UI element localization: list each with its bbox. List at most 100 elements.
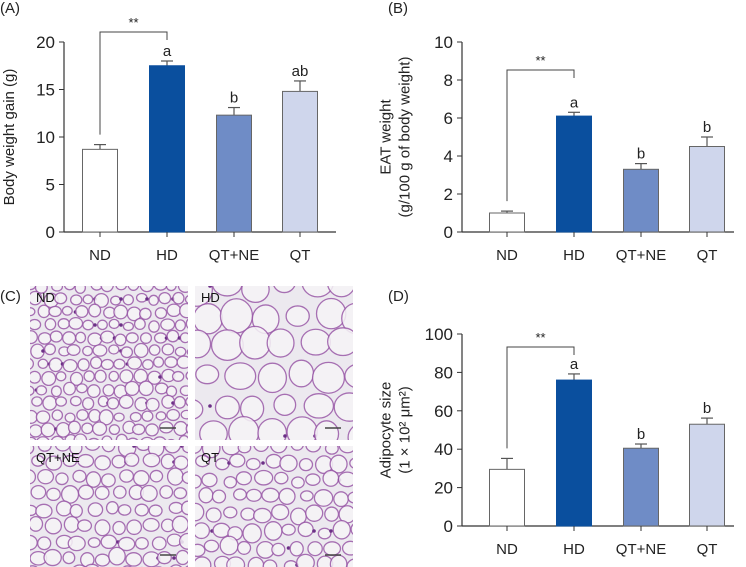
histology-hd: HD [178,266,394,485]
adipocyte-cell [115,280,128,291]
histology-label: HD [201,290,220,305]
adipocyte-cell [192,522,211,540]
bar-hd [556,115,592,233]
adipocyte-cell [30,484,47,500]
bar-qt-ne [216,114,252,233]
adipocyte-cell [93,292,109,308]
adipocyte-cell [179,332,191,344]
y-tick-label: 0 [444,223,453,242]
adipocyte-cell [82,345,94,357]
adipocyte-cell [119,469,135,483]
y-tick-label: 80 [434,363,453,382]
adipocyte-cell [239,325,271,360]
x-tick-label: ND [496,247,518,264]
adipocyte-cell [126,356,143,370]
adipocyte-cell [166,329,180,343]
adipocyte-cell [77,358,90,372]
adipocyte-cell [245,488,262,502]
adipocyte-cell [37,468,55,485]
histology-qt: QT [184,434,374,567]
adipocyte-cell [142,452,161,468]
adipocyte-cell [263,521,283,541]
adipocyte-cell [62,359,78,373]
adipocyte-cell [266,328,295,358]
chart-body-weight-gain: 0 5 10 15 20 Body weight gain (g) ND HD a QT+NE b Q… [1,15,336,264]
adipocyte-cell [170,564,183,567]
adipocyte-cell [252,507,272,524]
adipocyte-cell [76,409,89,421]
adipocyte-cell [99,330,115,344]
nucleus [41,349,45,353]
significance-bracket [506,69,575,202]
adipocyte-cell [324,442,339,455]
adipocyte-cell [337,471,357,488]
adipocyte-cell [75,331,87,344]
adipocyte-cell [160,318,176,332]
nucleus [119,297,123,301]
adipocyte-cell [288,359,315,388]
y-tick-label: 2 [444,185,453,204]
adipocyte-cell [108,546,126,566]
bar-hd [149,65,185,233]
adipocyte-cell [329,454,348,474]
adipocyte-cell [67,420,81,435]
adipocyte-cell [31,396,43,407]
adipocyte-cell [156,551,172,565]
adipocyte-cell [323,541,342,557]
adipocyte-cell [273,393,297,416]
adipocyte-cell [28,318,42,331]
adipocyte-cell [219,535,239,556]
histology-nd: ND [22,277,208,452]
adipocyte-cell [69,503,83,518]
adipocyte-cell [226,556,246,567]
adipocyte-cell [237,441,252,454]
adipocyte-cell [262,559,278,567]
adipocyte-cell [203,539,220,553]
bar-qt-ne [623,168,659,233]
adipocyte-cell [92,344,108,357]
adipocyte-cell [100,358,115,371]
adipocyte-cell [236,540,252,555]
adipocyte-cell [296,553,315,567]
adipocyte-cell [24,307,36,317]
adipocyte-cell [332,519,351,540]
adipocyte-cell [210,329,244,362]
adipocyte-cell [88,303,102,318]
adipocyte-cell [41,370,57,387]
adipocyte-cell [76,519,93,532]
adipocyte-cell [64,412,76,423]
adipocyte-cell [94,369,107,383]
adipocyte-cell [62,454,78,468]
adipocyte-cell [149,469,164,483]
significance-stars: ** [535,330,545,345]
adipocyte-cell [195,364,220,385]
adipocyte-cell [278,487,296,505]
histology-label: ND [36,290,55,305]
adipocyte-cell [61,305,73,316]
adipocyte-cell [283,560,298,567]
adipocyte-cell [124,380,140,396]
adipocyte-cell [205,507,222,523]
adipocyte-cell [126,519,143,536]
adipocyte-cell [49,330,63,343]
adipocyte-cell [155,411,167,421]
significance-letter: b [230,90,238,107]
adipocyte-cell [166,467,184,486]
adipocyte-cell [211,489,227,504]
adipocyte-cell [172,291,185,305]
significance-letter: ab [292,63,309,80]
adipocyte-cell [298,457,314,472]
adipocyte-cell [313,489,334,507]
adipocyte-cell [35,503,53,519]
adipocyte-cell [31,454,45,467]
x-tick-label: QT [290,247,311,264]
adipocyte-cell [285,305,310,327]
adipocyte-cell [94,455,112,471]
adipocyte-cell [174,319,187,332]
adipocyte-cell [138,380,154,397]
nucleus [158,375,162,379]
adipocyte-cell [235,471,253,486]
adipocyte-cell [265,453,283,469]
adipocyte-cell [158,291,172,305]
adipocyte-cell [94,485,110,500]
